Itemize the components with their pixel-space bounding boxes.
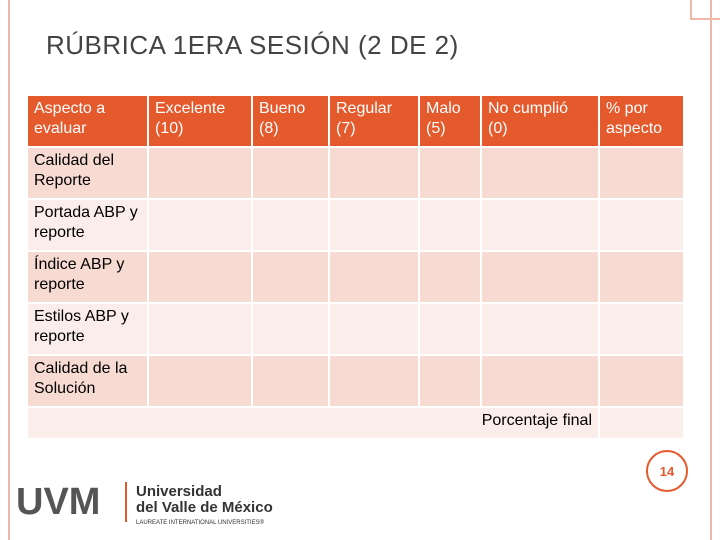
- header-cell: Excelente (10): [147, 94, 253, 148]
- empty-cell: [598, 302, 685, 356]
- empty-cell: [480, 354, 600, 408]
- total-row: Porcentaje final: [26, 406, 685, 440]
- row-label: Calidad del Reporte: [26, 146, 149, 200]
- empty-cell: [480, 146, 600, 200]
- table-row: Portada ABP y reporte: [26, 198, 685, 252]
- border-line: [8, 0, 10, 540]
- empty-cell: [328, 146, 420, 200]
- header-cell: Malo (5): [418, 94, 482, 148]
- total-label: Porcentaje final: [26, 406, 600, 440]
- slide-title: RÚBRICA 1ERA SESIÓN (2 DE 2): [46, 30, 459, 60]
- empty-cell: [598, 354, 685, 408]
- empty-cell: [147, 354, 253, 408]
- table-row: Calidad del Reporte: [26, 146, 685, 200]
- table-row: Calidad de la Solución: [26, 354, 685, 408]
- empty-cell: [480, 302, 600, 356]
- row-label: Calidad de la Solución: [26, 354, 149, 408]
- table-row: Índice ABP y reporte: [26, 250, 685, 304]
- logo: UVM Universidad del Valle de México LAUR…: [16, 481, 273, 526]
- empty-cell: [418, 354, 482, 408]
- empty-cell: [251, 198, 330, 252]
- empty-cell: [328, 354, 420, 408]
- border-line: [690, 18, 720, 20]
- empty-cell: [598, 406, 685, 440]
- logo-tagline: LAUREATE INTERNATIONAL UNIVERSITIES®: [136, 519, 265, 526]
- header-cell: % por aspecto: [598, 94, 685, 148]
- page-number: 14: [646, 450, 688, 492]
- empty-cell: [328, 302, 420, 356]
- header-cell: Aspecto a evaluar: [26, 94, 149, 148]
- row-label: Estilos ABP y reporte: [26, 302, 149, 356]
- header-cell: No cumplió (0): [480, 94, 600, 148]
- header-cell: Regular (7): [328, 94, 420, 148]
- border-line: [710, 0, 712, 540]
- empty-cell: [251, 146, 330, 200]
- empty-cell: [598, 250, 685, 304]
- empty-cell: [418, 146, 482, 200]
- empty-cell: [147, 146, 253, 200]
- empty-cell: [480, 250, 600, 304]
- empty-cell: [251, 250, 330, 304]
- table-row: Estilos ABP y reporte: [26, 302, 685, 356]
- empty-cell: [147, 302, 253, 356]
- header-row: Aspecto a evaluar Excelente (10) Bueno (8)…: [26, 94, 685, 148]
- empty-cell: [147, 250, 253, 304]
- empty-cell: [418, 198, 482, 252]
- logo-name: Universidad: [136, 483, 222, 500]
- empty-cell: [328, 250, 420, 304]
- rubric-table: Aspecto a evaluar Excelente (10) Bueno (8)…: [26, 94, 685, 440]
- empty-cell: [251, 302, 330, 356]
- header-cell: Bueno (8): [251, 94, 330, 148]
- logo-name: del Valle de México: [136, 499, 273, 516]
- empty-cell: [418, 302, 482, 356]
- empty-cell: [328, 198, 420, 252]
- empty-cell: [251, 354, 330, 408]
- empty-cell: [598, 198, 685, 252]
- border-line: [690, 0, 692, 18]
- logo-mark: UVM: [16, 481, 100, 523]
- row-label: Índice ABP y reporte: [26, 250, 149, 304]
- empty-cell: [147, 198, 253, 252]
- empty-cell: [480, 198, 600, 252]
- row-label: Portada ABP y reporte: [26, 198, 149, 252]
- empty-cell: [418, 250, 482, 304]
- empty-cell: [598, 146, 685, 200]
